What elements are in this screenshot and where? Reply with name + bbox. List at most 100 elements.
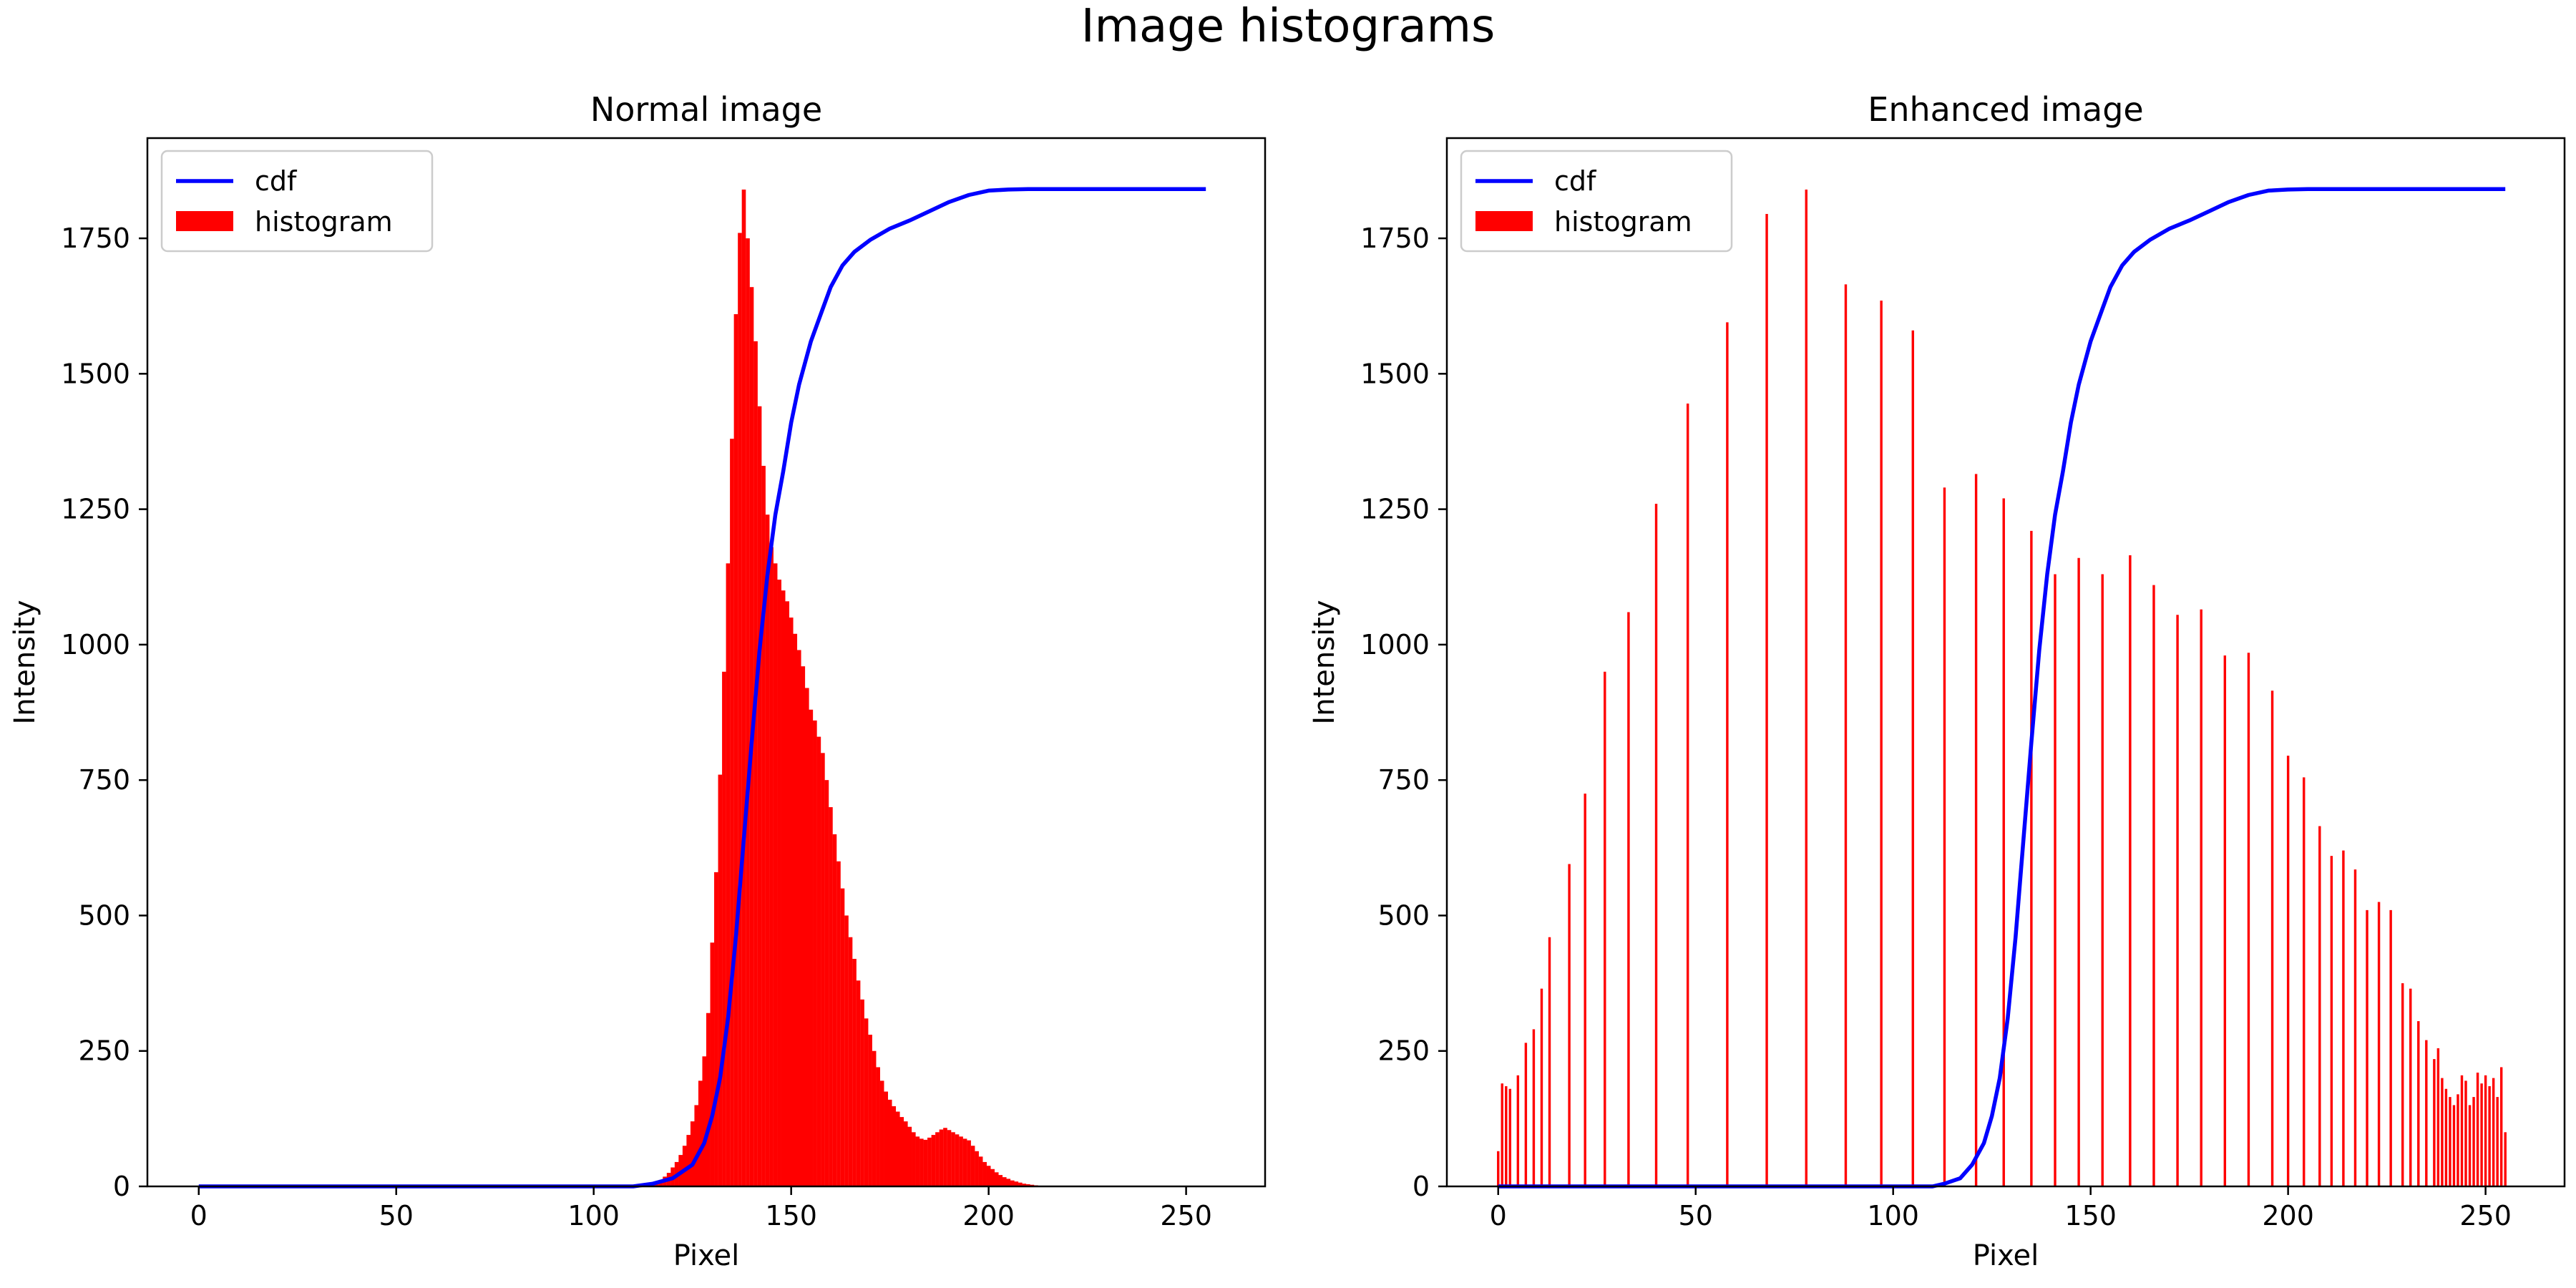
histogram-bar <box>887 1099 892 1186</box>
histogram-bar <box>832 834 837 1186</box>
histogram-bar <box>986 1166 991 1186</box>
legend-cdf-label: cdf <box>255 165 298 197</box>
x-tick-label: 200 <box>962 1200 1015 1231</box>
cdf-line <box>198 187 1206 1189</box>
histogram-bar <box>2223 655 2227 1186</box>
histogram-bar <box>2318 826 2321 1186</box>
histogram-bar <box>2484 1075 2487 1186</box>
histogram-bar <box>698 1080 703 1186</box>
histogram-bar <box>726 563 731 1186</box>
histogram-bar <box>773 563 778 1186</box>
histogram-bar <box>2492 1078 2495 1186</box>
axes-frame <box>146 137 1267 1188</box>
histogram-bar <box>789 618 794 1186</box>
histogram-bar <box>1026 1184 1030 1186</box>
histogram-bar <box>1911 330 1915 1187</box>
histogram-bar <box>821 753 825 1186</box>
histogram-bar <box>2433 1059 2436 1186</box>
y-tick-label: 1000 <box>1360 629 1430 660</box>
histogram-bars <box>643 189 1043 1187</box>
histogram-bar <box>2342 850 2345 1186</box>
histogram-bar <box>1805 189 1807 1187</box>
x-tick-label: 0 <box>1490 1200 1507 1231</box>
legend-cdf-label: cdf <box>1554 165 1597 197</box>
histogram-bar <box>785 601 790 1186</box>
histogram-bar <box>2499 1067 2503 1186</box>
histogram-bar <box>962 1138 967 1186</box>
chart-title: Normal image <box>590 90 822 129</box>
histogram-bar <box>2270 691 2274 1186</box>
histogram-bar <box>915 1136 920 1186</box>
histogram-bar <box>2496 1097 2499 1186</box>
histogram-bar <box>1006 1179 1011 1186</box>
histogram-bar <box>2504 1132 2507 1186</box>
x-tick-label: 100 <box>567 1200 620 1231</box>
histogram-bar <box>2377 902 2381 1186</box>
y-axis-label: Intensity <box>1308 600 1341 724</box>
y-tick-label: 500 <box>78 899 130 931</box>
histogram-bar <box>927 1137 932 1186</box>
histogram-bar <box>1765 213 1768 1186</box>
y-tick-label: 1500 <box>1360 358 1430 389</box>
histogram-bar <box>2286 756 2290 1186</box>
histogram-bar <box>2389 909 2392 1186</box>
histogram-bar <box>1584 794 1586 1186</box>
histogram-bar <box>761 466 766 1186</box>
axes-frame <box>1445 137 2566 1188</box>
histogram-bar <box>872 1050 877 1186</box>
y-axis-label: Intensity <box>9 600 42 724</box>
histogram-bar <box>994 1172 999 1186</box>
histogram-bar <box>2444 1088 2448 1186</box>
histogram-bar <box>2417 1021 2420 1186</box>
histogram-bar <box>2457 1094 2459 1186</box>
histogram-bar <box>931 1135 936 1186</box>
histogram-bar <box>809 709 814 1186</box>
histogram-bar <box>1524 1043 1528 1186</box>
x-tick-label: 200 <box>2262 1200 2314 1231</box>
histogram-bar <box>967 1140 971 1186</box>
histogram-bar <box>1002 1177 1007 1186</box>
histogram-bar <box>2480 1083 2483 1186</box>
histogram-bar <box>919 1138 924 1186</box>
histogram-bar <box>722 671 726 1186</box>
x-tick-label: 250 <box>1160 1200 1212 1231</box>
histogram-bar <box>2401 983 2404 1186</box>
x-tick-label: 150 <box>2064 1200 2117 1231</box>
histogram-bar <box>852 959 857 1186</box>
histogram-bar <box>923 1139 928 1186</box>
histogram-bar <box>1516 1075 1520 1186</box>
histogram-bar <box>1943 487 1946 1186</box>
histogram-bar <box>686 1135 691 1186</box>
histogram-bar <box>2054 574 2057 1186</box>
histogram-bar <box>1508 1088 1512 1186</box>
cdf-line <box>1498 187 2506 1189</box>
y-tick-label: 1500 <box>61 358 130 389</box>
histogram-bar <box>2476 1073 2479 1186</box>
y-tick-label: 0 <box>1413 1171 1430 1202</box>
histogram-bar <box>2409 988 2412 1186</box>
histogram-bar <box>793 633 798 1186</box>
histogram-bar <box>738 233 742 1186</box>
histogram-bar <box>990 1169 995 1186</box>
histogram-bar <box>2247 653 2250 1186</box>
histogram-bars <box>1497 189 2507 1187</box>
y-tick-label: 750 <box>1377 764 1430 796</box>
histogram-bar <box>892 1106 897 1186</box>
histogram-bar <box>2472 1097 2475 1186</box>
histogram-bar <box>2129 555 2132 1186</box>
histogram-bar <box>2176 615 2179 1186</box>
histogram-bar <box>769 547 774 1186</box>
histogram-bar <box>2200 609 2202 1186</box>
histogram-bar <box>757 406 762 1186</box>
histogram-bar <box>959 1136 963 1186</box>
histogram-bar <box>730 439 734 1186</box>
histogram-bar <box>903 1121 908 1186</box>
x-axis-label: Pixel <box>673 1239 740 1272</box>
histogram-bar <box>2030 530 2033 1186</box>
histogram-bar <box>2101 574 2104 1186</box>
histogram-bar <box>895 1111 900 1186</box>
histogram-bar <box>935 1132 940 1186</box>
histogram-bar <box>824 780 829 1186</box>
histogram-bar <box>2441 1078 2444 1186</box>
histogram-bar <box>690 1121 695 1186</box>
